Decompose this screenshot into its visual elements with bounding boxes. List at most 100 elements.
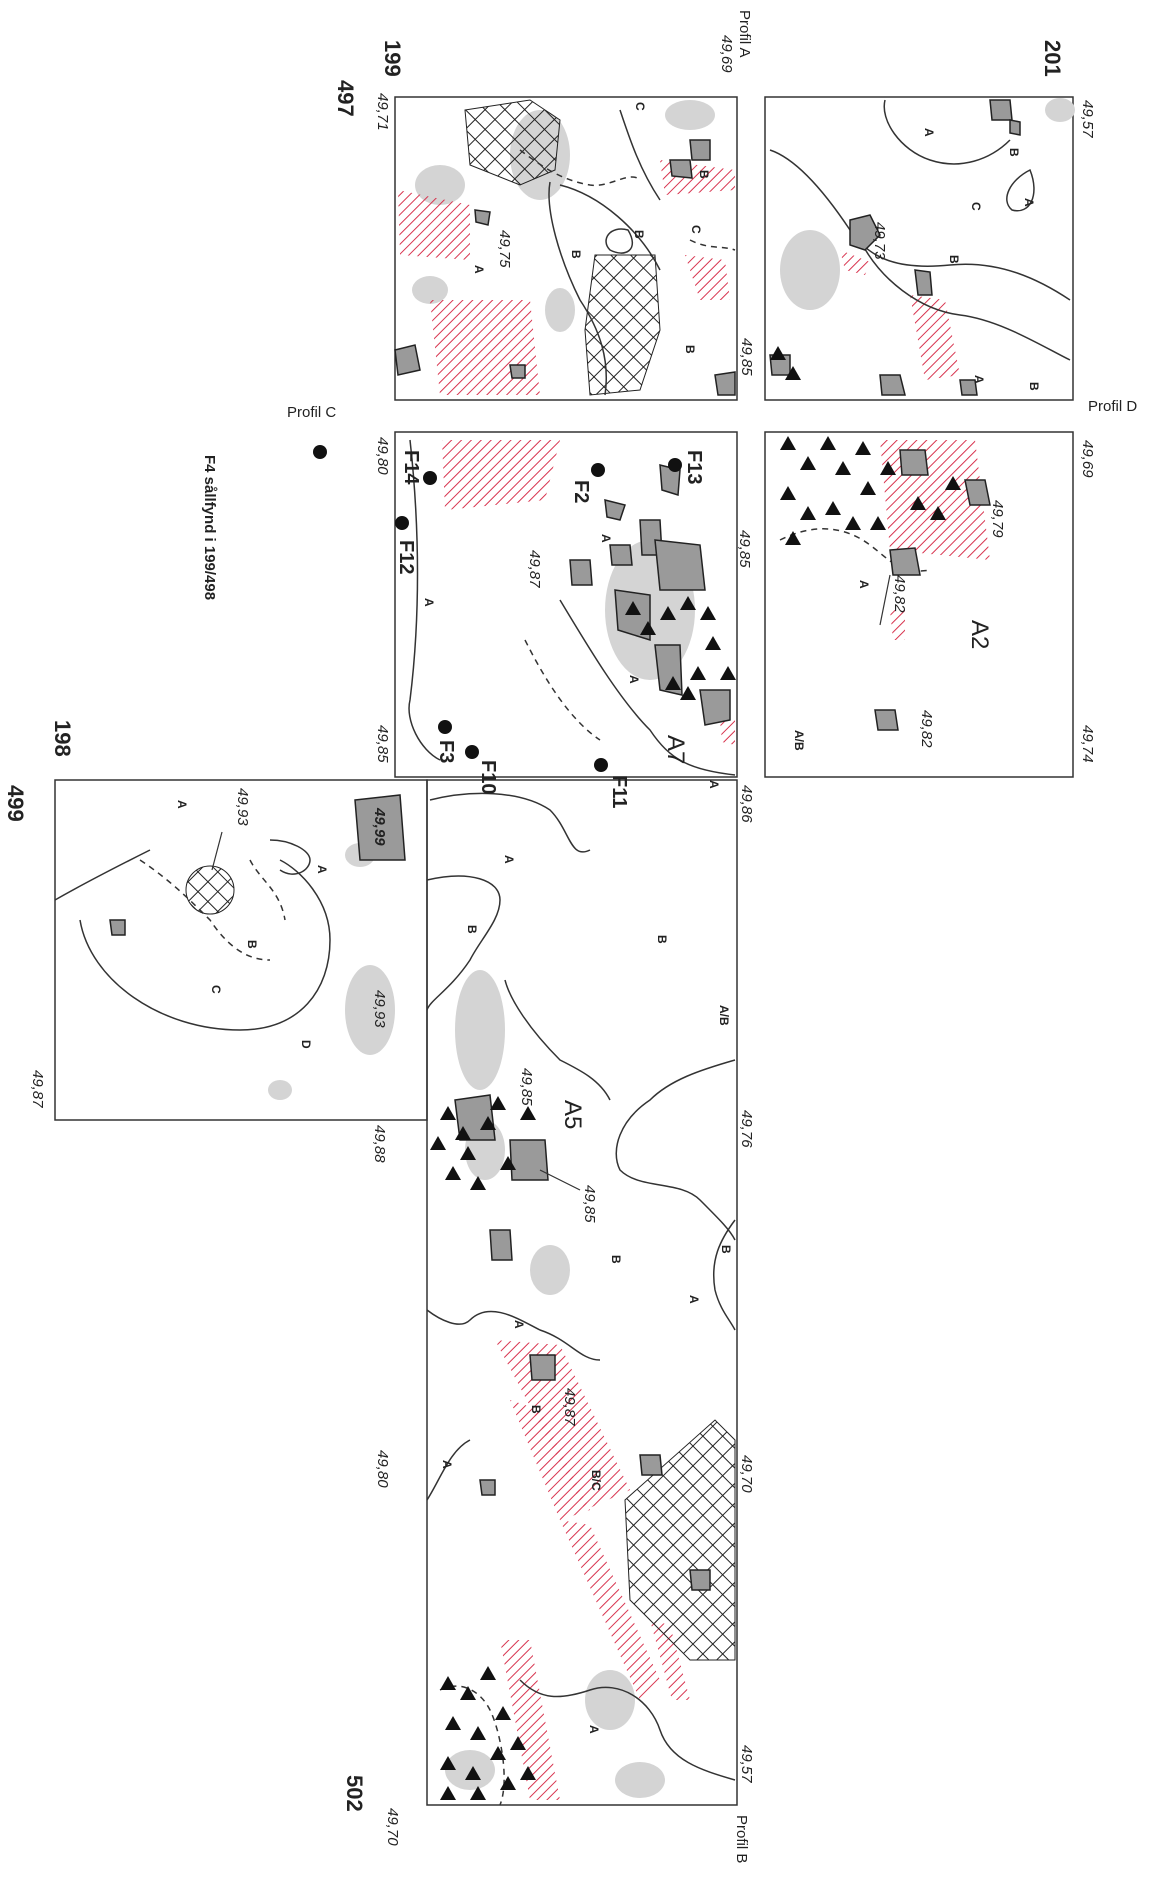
burnt-layer-hatch (398, 160, 990, 1800)
find-dot-f3 (438, 720, 452, 734)
elevation-value: 49,82 (891, 575, 908, 613)
elevation-value: 49,57 (1079, 100, 1096, 138)
layer-letter: A (599, 534, 613, 543)
square-number-201: 201 (1040, 40, 1065, 77)
square-201-497 (764, 96, 1074, 401)
elevation-value: 49,85 (518, 1068, 535, 1106)
layer-letter: A/B (792, 730, 806, 751)
layer-letter: A (472, 265, 486, 274)
elevation-values: 49,69 49,71 49,57 49,75 49,73 49,85 49,6… (29, 35, 1096, 1846)
feature-label-a7: A7 (662, 735, 689, 764)
elevation-value: 49,74 (1079, 725, 1096, 763)
layer-letter: A (627, 675, 641, 684)
layer-letter: B (719, 1245, 733, 1254)
layer-letter: A (857, 580, 871, 589)
layer-letter: B (1027, 382, 1041, 391)
elevation-value: 49,87 (526, 550, 543, 588)
layer-letter: B (632, 230, 646, 239)
find-label-f12: F12 (395, 540, 417, 574)
layer-letter: B (683, 345, 697, 354)
layer-letter: B (245, 940, 259, 949)
square-number-499: 499 (3, 785, 28, 822)
layer-letter: B (947, 255, 961, 264)
feature-label-a5: A5 (559, 1100, 586, 1129)
profile-label-d: Profil D (1088, 398, 1137, 415)
elevation-value: 49,70 (738, 1455, 755, 1493)
elevation-value: 49,85 (374, 725, 391, 763)
find-dot-profil-c (313, 445, 327, 459)
find-dot-f13 (668, 458, 682, 472)
square-trench-main (426, 779, 738, 1806)
square-number-199: 199 (380, 40, 405, 77)
elevation-value: 49,69 (718, 35, 735, 73)
layer-boundaries (54, 99, 1071, 1781)
layer-letter: B (529, 1405, 543, 1414)
dashed-boundaries (139, 149, 931, 1806)
elevation-value: 49,69 (1079, 440, 1096, 478)
layer-letter: A (502, 855, 516, 864)
elevation-value: 49,87 (29, 1070, 46, 1108)
square-number-198: 198 (50, 720, 75, 757)
elevation-value: 49,85 (736, 530, 753, 568)
layer-letter: A (1022, 198, 1036, 207)
layer-letter: B (697, 170, 711, 179)
elevation-value: 49,86 (738, 785, 755, 823)
find-dot-f2 (591, 463, 605, 477)
find-dot-f14 (423, 471, 437, 485)
layer-letter: B/C (589, 1470, 603, 1491)
elevation-value: 49,99 (371, 807, 388, 846)
elevation-value: 49,70 (384, 1808, 401, 1846)
layer-letter: A (687, 1295, 701, 1304)
layer-letter: C (969, 202, 983, 211)
layer-letter: A (175, 800, 189, 809)
layer-letter: A/B (717, 1005, 731, 1026)
find-label-f10: F10 (477, 760, 499, 794)
find-label-f11: F11 (608, 775, 630, 808)
leader-lines (211, 574, 891, 1191)
layer-letter: B (465, 925, 479, 934)
find-dot-f12 (395, 516, 409, 530)
layer-letter: C (633, 102, 647, 111)
elevation-value: 49,80 (374, 437, 391, 475)
square-199-497 (394, 96, 738, 401)
find-label-f2: F2 (570, 480, 592, 503)
elevation-value: 49,85 (738, 338, 755, 376)
cross-hatched-areas (185, 99, 736, 1661)
layer-letter: A (972, 375, 986, 384)
layer-letter: A (587, 1725, 601, 1734)
square-number-497: 497 (333, 80, 358, 117)
feature-label-a2: A2 (966, 620, 993, 649)
elevation-value: 49,93 (234, 788, 251, 826)
elevation-value: 49,80 (374, 1450, 391, 1488)
elevation-value: 49,88 (371, 1125, 388, 1163)
layer-letter: A (922, 128, 936, 137)
profile-label-b: Profil B (733, 1815, 750, 1863)
layer-letter: C (689, 225, 703, 234)
profile-label-c: Profil C (287, 404, 336, 421)
layer-letter: B (609, 1255, 623, 1264)
find-dot-f11 (594, 758, 608, 772)
square-199-498 (394, 431, 738, 778)
square-201-498 (764, 431, 1074, 778)
profile-label-a: Profil A (736, 10, 753, 58)
elevation-value: 49,75 (496, 230, 513, 268)
layer-letter: C (209, 985, 223, 994)
artifact-triangles (430, 346, 961, 1800)
square-number-502: 502 (342, 1775, 367, 1812)
light-soil-patches (268, 98, 1075, 1798)
layer-letter: B (569, 250, 583, 259)
elevation-value: 49,82 (918, 710, 935, 748)
elevation-value: 49,85 (581, 1185, 598, 1223)
find-dot-f10 (465, 745, 479, 759)
elevation-value: 49,73 (871, 222, 888, 260)
find-label-f13: F13 (683, 450, 705, 484)
elevation-value: 49,87 (561, 1388, 578, 1426)
find-label-f3: F3 (435, 740, 457, 763)
layer-letter: A (315, 865, 329, 874)
layer-letter: A (422, 598, 436, 607)
find-label-f14: F14 (400, 450, 422, 485)
find-points (313, 445, 682, 772)
elevation-value: 49,76 (738, 1110, 755, 1148)
elevation-value: 49,57 (738, 1745, 755, 1783)
